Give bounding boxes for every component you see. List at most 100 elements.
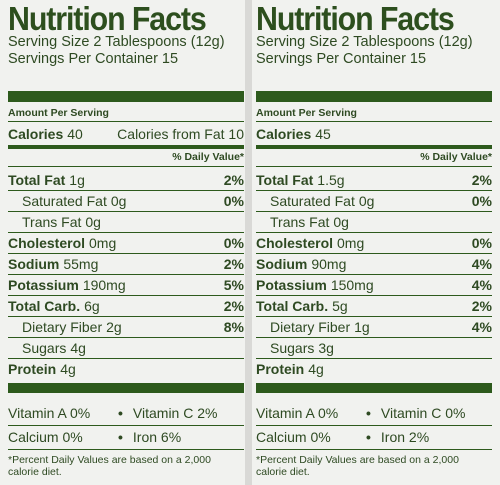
- daily-value: 8%: [223, 319, 244, 335]
- nutrient-row: Total Carb. 5g 2%: [256, 296, 492, 316]
- rule: [8, 166, 244, 167]
- rule: [256, 232, 492, 233]
- nutrition-label: Nutrition Facts Serving Size 2 Tablespoon…: [256, 0, 492, 485]
- footnote: calorie diet.: [8, 466, 62, 478]
- nutrient-name: Cholesterol: [8, 235, 86, 251]
- title: Nutrition Facts: [256, 0, 455, 37]
- nutrient-name: Saturated Fat: [270, 193, 355, 209]
- rule: [8, 190, 244, 191]
- rule: [8, 121, 244, 122]
- calories-row: Calories 45: [256, 124, 492, 144]
- vitamin-row: Vitamin A 0% • Vitamin C 0%: [256, 403, 492, 423]
- nutrient-row: Cholesterol 0mg 0%: [8, 233, 244, 253]
- nutrient-amount: 4g: [70, 340, 86, 356]
- nutrient-amount: 1g: [354, 319, 370, 335]
- nutrient-amount: 0g: [110, 193, 127, 209]
- servings: Servings Per Container 15: [256, 51, 427, 67]
- nutrient-amount: 1g: [69, 172, 85, 188]
- vitamin: Iron 6%: [132, 429, 182, 445]
- nutrient-name: Cholesterol: [256, 235, 334, 251]
- nutrient-row: Sodium 90mg 4%: [256, 254, 492, 274]
- thick-bar: [8, 383, 244, 393]
- vitamin: Calcium 0%: [8, 429, 83, 445]
- daily-value: 0%: [471, 235, 492, 251]
- vitamin: Vitamin C 2%: [132, 405, 218, 421]
- nutrient-name: Total Fat: [8, 172, 66, 188]
- calories-label: Calories: [256, 126, 312, 142]
- nutrient-amount: 3g: [318, 340, 334, 356]
- serving-size: Serving Size 2 Tablespoons (12g): [8, 34, 225, 50]
- rule: [256, 316, 492, 317]
- calories-label: Calories: [8, 126, 64, 142]
- vitamin: Vitamin C 0%: [380, 405, 466, 421]
- calories-value: 40: [67, 126, 83, 142]
- rule: [256, 358, 492, 359]
- daily-value: 2%: [223, 298, 244, 314]
- nutrient-row: Dietary Fiber 2g 8%: [8, 317, 244, 337]
- divider: [245, 0, 252, 485]
- nutrient-row: Saturated Fat 0g 0%: [8, 191, 244, 211]
- rule: [8, 316, 244, 317]
- nutrient-name: Dietary Fiber: [22, 319, 103, 335]
- calories-value: 45: [315, 126, 331, 142]
- nutrient-amount: 190mg: [82, 277, 126, 293]
- serving-size: Serving Size 2 Tablespoons (12g): [256, 34, 473, 50]
- nutrient-name: Protein: [8, 361, 57, 377]
- nutrient-amount: 0mg: [89, 235, 117, 251]
- nutrient-amount: 0g: [85, 214, 101, 230]
- nutrient-name: Total Carb.: [256, 298, 329, 314]
- title: Nutrition Facts: [8, 0, 207, 37]
- rule: [8, 274, 244, 275]
- nutrient-amount: 0g: [358, 193, 375, 209]
- nutrient-amount: 4g: [308, 361, 324, 377]
- nutrient-name: Dietary Fiber: [270, 319, 351, 335]
- footnote: *Percent Daily Values are based on a 2,0…: [8, 454, 211, 466]
- calories-row: Calories 40 Calories from Fat 10: [8, 124, 244, 144]
- nutrient-name: Sugars: [22, 340, 67, 356]
- nutrient-row: Total Fat 1.5g 2%: [256, 170, 492, 190]
- nutrient-row: Potassium 190mg 5%: [8, 275, 244, 295]
- nutrient-row: Total Carb. 6g 2%: [8, 296, 244, 316]
- dv-header: % Daily Value*: [172, 151, 244, 163]
- nutrient-amount: 2g: [106, 319, 122, 335]
- rule: [8, 253, 244, 254]
- nutrient-name: Total Fat: [256, 172, 314, 188]
- vitamin-row: Calcium 0% • Iron 2%: [256, 427, 492, 447]
- calories-from-fat: Calories from Fat 10: [117, 126, 244, 142]
- rule: [8, 211, 244, 212]
- bullet: •: [118, 405, 123, 421]
- nutrient-name: Trans Fat: [270, 214, 330, 230]
- dv-header: % Daily Value*: [420, 151, 492, 163]
- daily-value: 0%: [223, 235, 244, 251]
- vitamin: Vitamin A 0%: [256, 405, 339, 421]
- rule: [256, 211, 492, 212]
- rule: [8, 295, 244, 296]
- amount-per-serving: Amount Per Serving: [8, 107, 109, 119]
- rule: [256, 449, 492, 450]
- nutrient-row: Trans Fat 0g: [8, 212, 244, 232]
- daily-value: 0%: [471, 193, 492, 209]
- nutrient-name: Trans Fat: [22, 214, 82, 230]
- nutrient-row: Sugars 4g: [8, 338, 244, 358]
- nutrient-row: Sugars 3g: [256, 338, 492, 358]
- nutrient-row: Cholesterol 0mg 0%: [256, 233, 492, 253]
- nutrient-row: Sodium 55mg 2%: [8, 254, 244, 274]
- amount-per-serving: Amount Per Serving: [256, 107, 357, 119]
- thick-bar: [8, 91, 244, 102]
- vitamin-row: Vitamin A 0% • Vitamin C 2%: [8, 403, 244, 423]
- thick-bar: [256, 383, 492, 393]
- nutrient-row: Potassium 150mg 4%: [256, 275, 492, 295]
- nutrient-name: Sugars: [270, 340, 315, 356]
- nutrient-amount: 6g: [84, 298, 100, 314]
- rule: [256, 253, 492, 254]
- bullet: •: [366, 429, 371, 445]
- servings: Servings Per Container 15: [8, 51, 179, 67]
- nutrient-name: Sodium: [8, 256, 60, 272]
- nutrient-amount: 4g: [60, 361, 76, 377]
- rule: [256, 190, 492, 191]
- medium-bar: [256, 145, 492, 149]
- daily-value: 2%: [223, 172, 244, 188]
- daily-value: 4%: [471, 256, 492, 272]
- nutrient-name: Protein: [256, 361, 305, 377]
